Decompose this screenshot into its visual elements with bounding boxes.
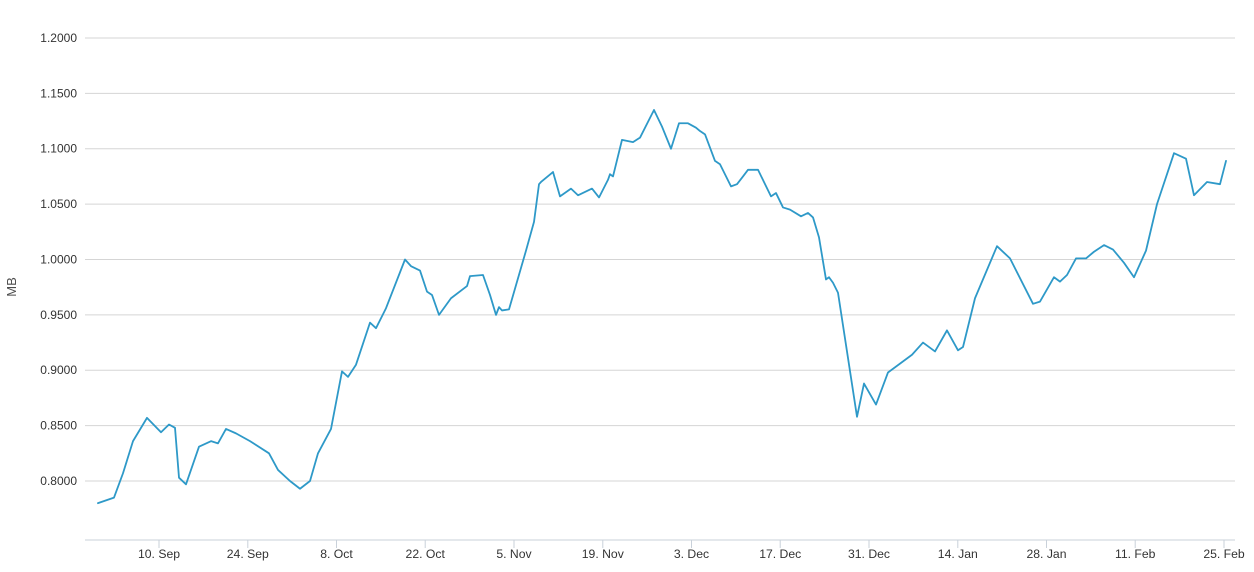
svg-text:8. Oct: 8. Oct	[320, 547, 353, 561]
svg-text:14. Jan: 14. Jan	[938, 547, 978, 561]
svg-text:25. Feb: 25. Feb	[1203, 547, 1245, 561]
svg-text:11. Feb: 11. Feb	[1115, 547, 1156, 561]
svg-text:19. Nov: 19. Nov	[582, 547, 625, 561]
svg-text:1.2000: 1.2000	[40, 31, 77, 45]
svg-text:MB: MB	[4, 277, 19, 297]
svg-text:0.9500: 0.9500	[40, 308, 77, 322]
svg-text:1.0000: 1.0000	[40, 253, 77, 267]
svg-text:5. Nov: 5. Nov	[496, 547, 532, 561]
svg-text:3. Dec: 3. Dec	[674, 547, 709, 561]
svg-text:1.1500: 1.1500	[40, 86, 77, 100]
svg-text:28. Jan: 28. Jan	[1027, 547, 1067, 561]
svg-text:10. Sep: 10. Sep	[138, 547, 180, 561]
svg-text:24. Sep: 24. Sep	[227, 547, 269, 561]
svg-text:0.9000: 0.9000	[40, 363, 77, 377]
svg-text:0.8500: 0.8500	[40, 419, 77, 433]
svg-text:1.0500: 1.0500	[40, 197, 77, 211]
svg-text:31. Dec: 31. Dec	[848, 547, 890, 561]
svg-text:1.1000: 1.1000	[40, 142, 77, 156]
svg-text:0.8000: 0.8000	[40, 474, 77, 488]
svg-text:22. Oct: 22. Oct	[406, 547, 446, 561]
svg-text:17. Dec: 17. Dec	[759, 547, 801, 561]
